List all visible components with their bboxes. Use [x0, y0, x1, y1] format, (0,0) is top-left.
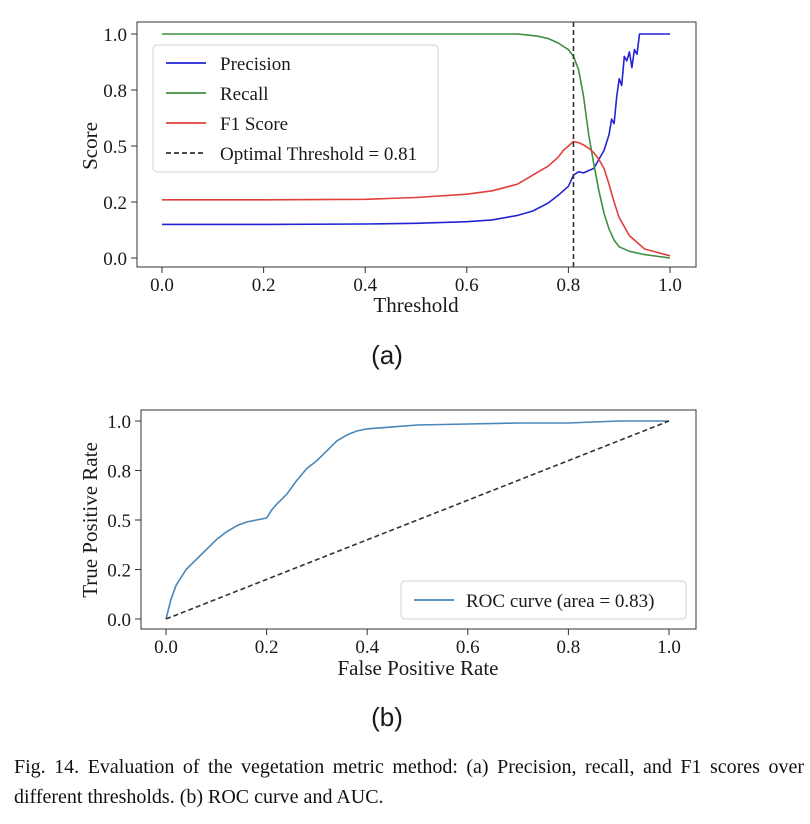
y-tick-label: 0.8 — [103, 81, 127, 102]
chart-b-xlabel: False Positive Rate — [338, 656, 499, 680]
chart-a-plot-frame — [136, 21, 697, 268]
x-tick-label: 0.2 — [252, 275, 276, 296]
x-tick-label: 0.8 — [557, 275, 581, 296]
chart-b-ticks: 0.0 0.2 0.4 0.6 0.8 1.0 0.0 0.2 0.5 0.8 1.0 — [107, 412, 681, 658]
legend-f1-label: F1 Score — [220, 114, 288, 135]
x-tick-label: 1.0 — [657, 637, 681, 658]
chart-a-legend-box — [152, 44, 439, 173]
y-tick-label: 0.2 — [107, 561, 131, 582]
series-line — [165, 420, 669, 620]
legend-precision-label: Precision — [220, 54, 291, 75]
x-tick-label: 0.4 — [355, 637, 379, 658]
series-line — [162, 33, 671, 259]
x-tick-label: 0.4 — [353, 275, 377, 296]
chart-b-legend-box — [400, 580, 687, 620]
chart-b-lines — [165, 420, 670, 620]
chart-b-ylabel: True Positive Rate — [78, 442, 102, 598]
x-tick-label: 0.2 — [255, 637, 279, 658]
chance-diagonal-line — [165, 420, 670, 620]
x-tick-label: 0.6 — [456, 637, 480, 658]
y-tick-label: 0.2 — [103, 193, 127, 214]
chart-a: 0.0 0.2 0.4 0.6 0.8 1.0 0.0 0.2 0.5 0.8 1.0 Thresh… — [78, 21, 697, 370]
legend-recall-label: Recall — [220, 84, 269, 105]
chart-a-ticks: 0.0 0.2 0.4 0.6 0.8 1.0 0.0 0.2 0.5 0.8 1.0 — [103, 25, 682, 296]
x-tick-label: 0.0 — [150, 275, 174, 296]
chart-a-xlabel: Threshold — [373, 293, 459, 317]
y-tick-label: 0.8 — [107, 462, 131, 483]
x-tick-label: 0.8 — [557, 637, 581, 658]
x-tick-label: 0.0 — [154, 637, 178, 658]
legend-optimal-label: Optimal Threshold = 0.81 — [220, 144, 417, 165]
y-tick-label: 1.0 — [107, 412, 131, 433]
y-tick-label: 0.0 — [107, 610, 131, 631]
y-tick-label: 0.0 — [103, 249, 127, 270]
chart-a-lines — [162, 22, 671, 267]
x-tick-label: 1.0 — [658, 275, 682, 296]
legend-roc-label: ROC curve (area = 0.83) — [466, 591, 655, 612]
y-tick-label: 0.5 — [107, 511, 131, 532]
chart-b-legend: ROC curve (area = 0.83) — [400, 580, 687, 620]
series-line — [162, 140, 671, 257]
panel-a-label: (a) — [371, 340, 403, 370]
y-tick-label: 0.5 — [103, 137, 127, 158]
panel-b-label: (b) — [371, 702, 403, 732]
chart-b: 0.0 0.2 0.4 0.6 0.8 1.0 0.0 0.2 0.5 0.8 1.0 False … — [78, 409, 697, 732]
figure-caption: Fig. 14. Evaluation of the vegetation me… — [14, 756, 804, 808]
x-tick-label: 0.6 — [455, 275, 479, 296]
y-tick-label: 1.0 — [103, 25, 127, 46]
chart-a-legend: Precision Recall F1 Score Optimal Thresh… — [152, 44, 439, 173]
chart-a-ylabel: Score — [78, 122, 102, 170]
